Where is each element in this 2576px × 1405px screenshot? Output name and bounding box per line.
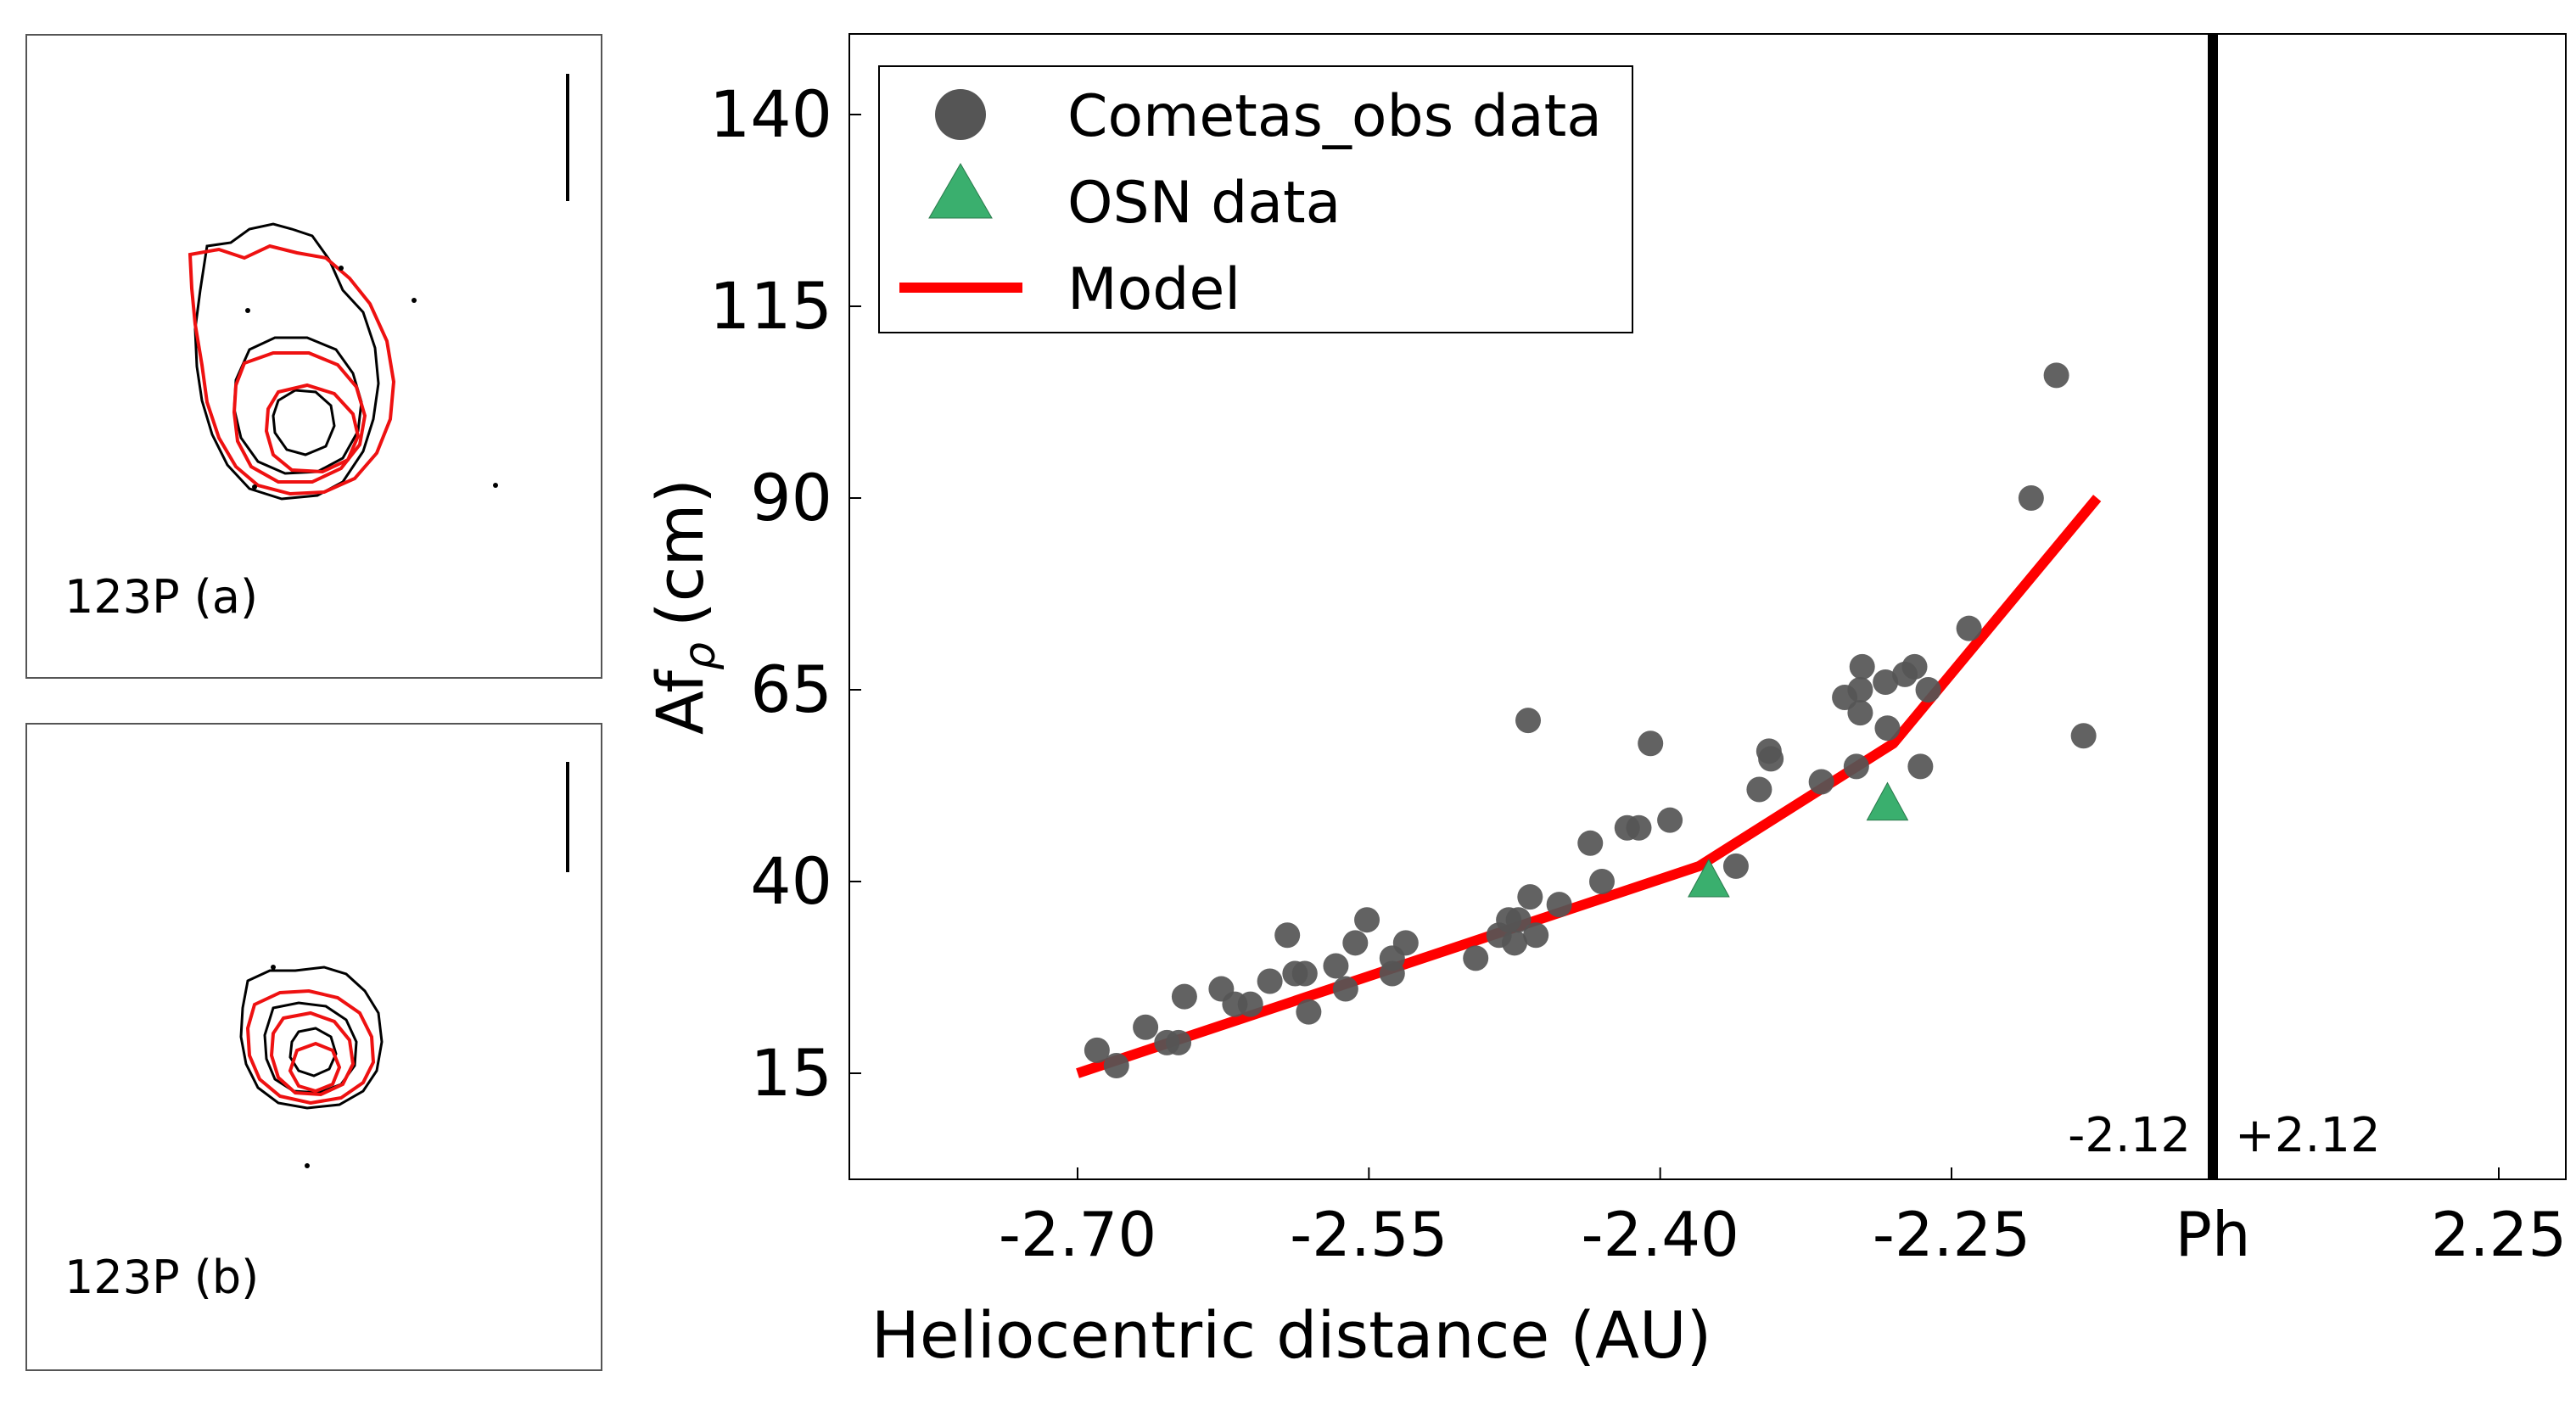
cometas-data-point (1577, 830, 1604, 856)
cometas-data-point (1291, 960, 1318, 987)
cometas-data-point (1296, 999, 1322, 1025)
osn-data-point (1866, 781, 1909, 821)
cometas-data-point (2070, 723, 2097, 749)
cometas-data-point (1496, 907, 1522, 933)
x-tick-perihelion: Ph (2175, 1199, 2250, 1270)
y-axis-label-text: Afρ (cm) (642, 479, 725, 735)
noise-dot (271, 965, 276, 970)
contour-black-inner (288, 1027, 338, 1078)
noise-dot (245, 308, 250, 313)
cometas-data-point (1722, 853, 1749, 879)
contour-panel-a: 123P (a) (25, 34, 602, 679)
panel-label-b: 123P (b) (64, 1251, 260, 1304)
cometas-data-point (1849, 653, 1875, 680)
plot-frame (848, 33, 2567, 1180)
cometas-data-point (1638, 730, 1664, 757)
cometas-data-point (1808, 769, 1834, 795)
contour-red-inner (264, 383, 361, 474)
cometas-data-point (1515, 708, 1542, 734)
cometas-data-point (1873, 669, 1899, 695)
x-tick-label: -2.40 (1582, 1199, 1739, 1270)
legend: Cometas_obs data OSN data Model (878, 65, 1633, 333)
contour-plot-a (188, 74, 569, 501)
cometas-data-point (1392, 930, 1419, 956)
cometas-data-point (1626, 814, 1652, 841)
contour-red-mid (232, 351, 367, 484)
cometas-data-point (1257, 968, 1283, 994)
cometas-data-point (1847, 677, 1873, 702)
contour-red-outer (245, 988, 376, 1106)
y-label-subscript: ρ (675, 642, 725, 670)
legend-label-model: Model (1067, 256, 1240, 323)
contour-red-mid (269, 1010, 356, 1097)
cometas-data-point (1546, 892, 1572, 918)
cometas-data-point (1874, 715, 1901, 742)
cometas-data-point (1901, 653, 1928, 680)
cometas-data-point (2018, 485, 2044, 511)
cometas-data-point (1915, 677, 1941, 702)
osn-data-point (1688, 858, 1730, 898)
cometas-data-point (1354, 907, 1380, 933)
perihelion-left-label: -2.12 (2068, 1108, 2191, 1163)
cometas-data-point (1657, 807, 1683, 833)
cometas-data-point (1746, 776, 1772, 803)
y-label-unit: (cm) (642, 479, 718, 627)
cometas-data-point (1332, 976, 1358, 1002)
cometas-data-point (1907, 753, 1934, 780)
cometas-data-point (1379, 960, 1405, 987)
cometas-data-point (1103, 1052, 1129, 1078)
x-axis-label: Heliocentric distance (AU) (871, 1297, 1712, 1373)
cometas-data-point (2043, 362, 2069, 389)
cometas-data-point (1166, 1029, 1192, 1055)
y-tick-label: 40 (750, 843, 832, 919)
legend-label-cometas: Cometas_obs data (1067, 83, 1602, 150)
cometas-data-point (1084, 1037, 1110, 1063)
contour-red-inner (288, 1041, 342, 1094)
contour-plot-b (239, 762, 569, 1168)
cometas-data-point (1847, 700, 1873, 726)
y-axis-label: Afρ (cm) (642, 479, 725, 735)
noise-dot (252, 484, 257, 490)
noise-dot (412, 298, 417, 303)
cometas-data-point (1502, 930, 1527, 956)
cometas-data-point (1237, 991, 1263, 1017)
panel-label-a: 123P (a) (64, 570, 259, 624)
y-tick-label: 115 (709, 268, 832, 344)
x-tick-label: -2.55 (1290, 1199, 1448, 1270)
contour-panel-b: 123P (b) (25, 723, 602, 1371)
contour-red-outer (188, 243, 396, 496)
legend-marker-cometas (935, 89, 986, 140)
y-tick-label: 15 (750, 1035, 832, 1111)
cometas-data-point (1171, 983, 1197, 1010)
cometas-data-point (1758, 746, 1784, 772)
cometas-data-point (1323, 953, 1349, 979)
legend-marker-osn (928, 163, 993, 219)
y-tick-label: 65 (750, 652, 832, 727)
noise-dot (305, 1163, 310, 1168)
cometas-data-point (1523, 922, 1549, 949)
y-label-main: Af (642, 669, 718, 735)
legend-label-osn: OSN data (1067, 170, 1341, 237)
y-tick-label: 140 (709, 76, 832, 152)
noise-dot (339, 266, 344, 271)
contour-black-outer (239, 966, 384, 1110)
x-tick-label: -2.70 (999, 1199, 1156, 1270)
contour-black-outer (193, 222, 380, 501)
cometas-data-point (1956, 615, 1982, 641)
cometas-data-point (1463, 945, 1489, 971)
y-tick-label: 90 (750, 460, 832, 535)
x-tick-label: -2.25 (1873, 1199, 2030, 1270)
perihelion-right-label: +2.12 (2235, 1108, 2381, 1163)
noise-dot (493, 483, 498, 488)
cometas-data-point (1517, 884, 1543, 910)
cometas-data-point (1342, 930, 1369, 956)
cometas-data-point (1589, 869, 1615, 894)
cometas-data-point (1274, 922, 1301, 949)
cometas-data-point (1133, 1014, 1159, 1040)
x-tick-label: 2.25 (2431, 1199, 2567, 1270)
cometas-data-point (1843, 753, 1869, 780)
contour-black-inner (272, 389, 336, 456)
